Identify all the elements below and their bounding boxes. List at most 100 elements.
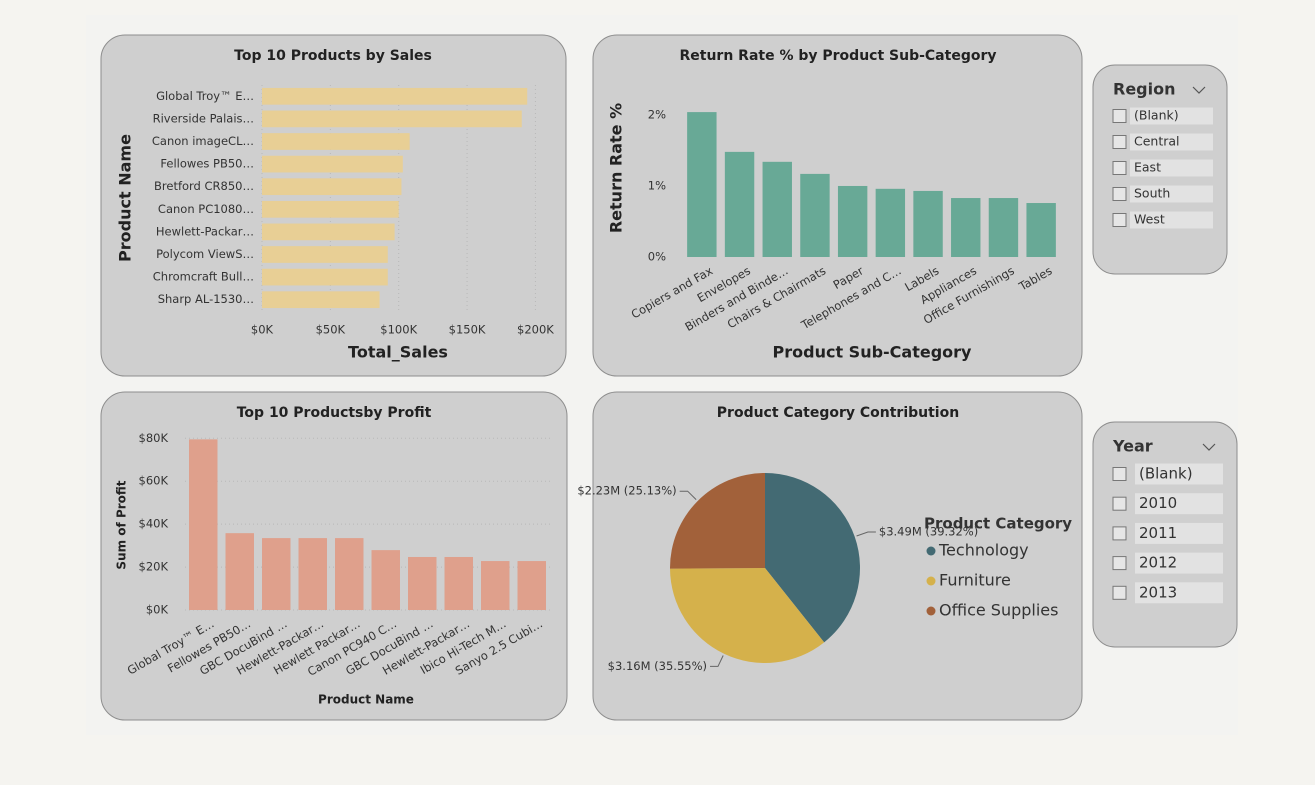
y-tick-label: Sharp AL-1530… — [158, 292, 254, 306]
bar — [262, 133, 410, 150]
y-axis-title: Return Rate % — [607, 103, 626, 233]
leader-line — [679, 490, 697, 501]
legend-label[interactable]: Technology — [938, 541, 1029, 560]
checkbox[interactable] — [1112, 556, 1127, 571]
slicer-title: Year — [1112, 437, 1153, 456]
slicer-item[interactable]: 2011 — [1139, 524, 1177, 542]
x-tick-label: $150K — [449, 323, 486, 337]
slicer-item[interactable]: 2010 — [1139, 494, 1177, 512]
bar — [225, 533, 254, 610]
bar — [262, 291, 380, 309]
slicer-item[interactable]: East — [1134, 160, 1161, 175]
bar — [762, 161, 792, 257]
bar — [951, 198, 981, 257]
bar — [262, 246, 388, 263]
legend-label[interactable]: Office Supplies — [939, 601, 1058, 620]
bar — [262, 87, 528, 105]
bar — [444, 556, 473, 610]
bar — [335, 538, 364, 610]
y-tick-label: Canon imageCL… — [152, 134, 254, 148]
bar — [481, 561, 510, 610]
y-tick-label: Polycom ViewS… — [156, 247, 254, 261]
checkbox[interactable] — [1112, 526, 1127, 541]
slicer-item-bg — [1135, 552, 1223, 574]
data-label: $3.49M (39.32%) — [879, 525, 978, 539]
y-axis-title: Product Name — [116, 134, 135, 262]
checkbox[interactable] — [1112, 135, 1127, 149]
legend-marker — [926, 576, 936, 586]
bar — [875, 188, 906, 257]
slicer-item-bg — [1130, 107, 1213, 125]
slicer-item-bg — [1135, 582, 1223, 604]
slicer-title: Region — [1113, 80, 1176, 99]
legend-marker — [926, 606, 936, 616]
checkbox[interactable] — [1112, 161, 1127, 175]
y-tick-label: Bretford CR850… — [154, 179, 254, 193]
slicer-item[interactable]: (Blank) — [1134, 108, 1179, 123]
y-tick-label: $80K — [139, 431, 169, 445]
y-tick-label: Canon PC1080… — [158, 202, 254, 216]
data-label: $3.16M (35.55%) — [608, 659, 707, 673]
slicer-item-bg — [1130, 159, 1213, 177]
x-tick-label: $50K — [316, 323, 346, 337]
slicer-item[interactable]: Central — [1134, 134, 1180, 149]
checkbox[interactable] — [1112, 213, 1127, 227]
slicer-item-bg — [1135, 522, 1223, 544]
checkbox[interactable] — [1112, 187, 1127, 201]
bar — [517, 561, 546, 610]
x-axis-title: Product Sub-Category — [773, 343, 973, 362]
slicer-item[interactable]: West — [1134, 212, 1165, 227]
bar — [837, 185, 868, 257]
leader-line — [710, 655, 724, 667]
slicer-item-bg — [1130, 133, 1213, 151]
pie-slice — [670, 473, 765, 569]
y-tick-label: $20K — [139, 560, 169, 574]
bar — [262, 110, 522, 128]
dropdown-chevron[interactable] — [1202, 443, 1216, 451]
x-axis-title: Product Name — [318, 693, 414, 707]
legend-marker — [926, 546, 936, 556]
checkbox[interactable] — [1112, 496, 1127, 511]
y-tick-label: Chromcraft Bull… — [153, 270, 254, 284]
y-tick-label: 2% — [648, 107, 666, 121]
slicer-item[interactable]: South — [1134, 186, 1170, 201]
bar — [262, 178, 402, 196]
chart-title: Return Rate % by Product Sub-Category — [680, 48, 997, 64]
y-tick-label: Fellowes PB50… — [160, 157, 254, 171]
chart-title: Top 10 Products by Sales — [234, 48, 432, 64]
y-tick-label: 0% — [648, 250, 666, 264]
checkbox[interactable] — [1112, 467, 1127, 481]
leader-line — [856, 531, 876, 537]
bar — [988, 198, 1019, 257]
slicer-item-bg — [1130, 185, 1213, 203]
dropdown-chevron[interactable] — [1192, 86, 1206, 94]
y-tick-label: Hewlett-Packar… — [156, 224, 254, 238]
x-axis-title: Total_Sales — [348, 343, 448, 362]
y-tick-label: $60K — [139, 474, 169, 488]
pie-slice — [670, 568, 825, 663]
y-tick-label: $40K — [139, 517, 169, 531]
bar — [724, 151, 755, 257]
y-axis-title: Sum of Profit — [115, 480, 129, 569]
bar — [262, 268, 388, 286]
checkbox[interactable] — [1112, 109, 1127, 123]
bar — [262, 155, 403, 173]
y-tick-label: Global Troy™ E… — [156, 89, 254, 103]
bar — [800, 173, 830, 257]
bar — [262, 538, 291, 610]
legend-label[interactable]: Furniture — [939, 571, 1011, 590]
bar — [371, 550, 400, 610]
checkbox[interactable] — [1112, 585, 1127, 600]
x-tick-label: $100K — [380, 323, 417, 337]
slicer-item[interactable]: 2012 — [1139, 554, 1177, 572]
bar — [262, 223, 395, 241]
legend-title: Product Category — [924, 515, 1072, 533]
bar — [298, 538, 327, 610]
chart-title: Top 10 Productsby Profit — [237, 405, 432, 421]
slicer-item[interactable]: (Blank) — [1139, 465, 1193, 483]
pie-slice — [765, 473, 860, 643]
slicer-item[interactable]: 2013 — [1139, 583, 1177, 601]
slicer-item-bg — [1130, 211, 1213, 229]
bar — [687, 112, 717, 257]
